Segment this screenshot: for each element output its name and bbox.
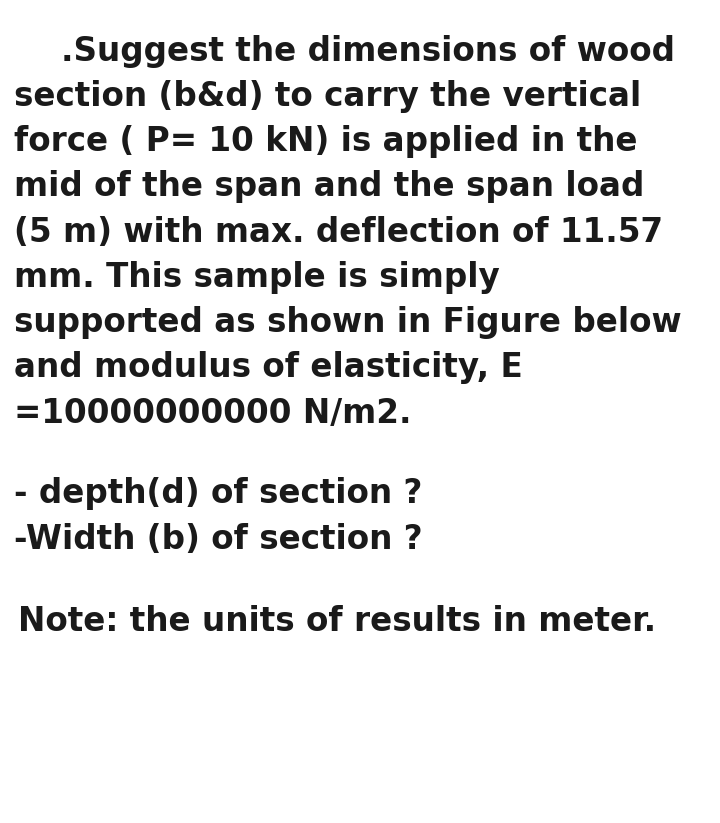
Text: supported as shown in Figure below: supported as shown in Figure below (14, 306, 682, 339)
Text: -Width (b) of section ?: -Width (b) of section ? (14, 523, 423, 556)
Text: - depth(d) of section ?: - depth(d) of section ? (14, 477, 423, 510)
Text: mid of the span and the span load: mid of the span and the span load (14, 170, 645, 203)
Text: (5 m) with max. deflection of 11.57: (5 m) with max. deflection of 11.57 (14, 216, 664, 249)
Text: mm. This sample is simply: mm. This sample is simply (14, 261, 500, 294)
Text: .Suggest the dimensions of wood: .Suggest the dimensions of wood (61, 35, 675, 67)
Text: section (b&d) to carry the vertical: section (b&d) to carry the vertical (14, 80, 642, 113)
Text: force ( P= 10 kN) is applied in the: force ( P= 10 kN) is applied in the (14, 125, 638, 158)
Text: and modulus of elasticity, E: and modulus of elasticity, E (14, 351, 523, 384)
Text: Note: the units of results in meter.: Note: the units of results in meter. (18, 605, 656, 638)
Text: =10000000000 N/m2.: =10000000000 N/m2. (14, 397, 412, 430)
